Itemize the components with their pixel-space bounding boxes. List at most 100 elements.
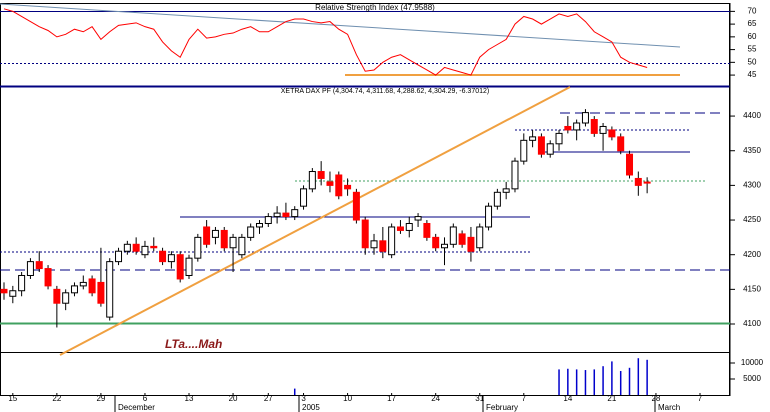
y-tick-label: 10000 bbox=[741, 358, 764, 367]
candle-body bbox=[352, 191, 360, 221]
candle-body bbox=[115, 250, 123, 263]
candle-body bbox=[264, 216, 272, 225]
volume-bar bbox=[602, 366, 604, 395]
candle-body bbox=[423, 223, 431, 238]
candle-body bbox=[44, 268, 52, 287]
candle-body bbox=[106, 261, 114, 318]
candle-body bbox=[176, 254, 184, 280]
candle-body bbox=[255, 223, 263, 228]
candle-body bbox=[317, 171, 325, 179]
candle-body bbox=[88, 278, 96, 294]
candle-body bbox=[185, 257, 193, 276]
candle-body bbox=[247, 226, 255, 238]
rsi-title: Relative Strength Index (47.9588) bbox=[315, 3, 435, 12]
candle-body bbox=[79, 281, 87, 287]
rsi-trendline bbox=[0, 3, 681, 48]
candle-body bbox=[326, 181, 334, 186]
candle-body bbox=[564, 125, 572, 131]
x-tick-label: 6 bbox=[143, 394, 148, 403]
y-tick-label: 4300 bbox=[743, 180, 761, 189]
candle-body bbox=[238, 236, 246, 256]
candle-body bbox=[502, 188, 510, 193]
x-tick-label: 17 bbox=[387, 394, 396, 403]
y-tick-label: 4150 bbox=[743, 284, 761, 293]
candle-body bbox=[396, 226, 404, 231]
candle-body bbox=[150, 245, 158, 249]
y-tick-label: 4100 bbox=[743, 319, 761, 328]
candle-body bbox=[617, 136, 625, 152]
x-tick-label: 20 bbox=[229, 394, 238, 403]
x-tick-label: 27 bbox=[264, 394, 273, 403]
candle-body bbox=[370, 240, 378, 249]
y-tick-label: 4250 bbox=[743, 215, 761, 224]
volume-bar bbox=[646, 359, 648, 395]
candle-body bbox=[476, 226, 484, 249]
candle-body bbox=[0, 288, 8, 294]
period-label: 2005 bbox=[302, 403, 320, 412]
candle-body bbox=[511, 160, 519, 190]
candle-body bbox=[229, 236, 237, 249]
period-label: March bbox=[658, 403, 680, 412]
period-label: December bbox=[118, 403, 155, 412]
volume-bar bbox=[628, 367, 631, 395]
candle-body bbox=[18, 274, 26, 292]
candle-body bbox=[441, 243, 448, 249]
x-tick-label: 15 bbox=[8, 394, 17, 403]
volume-bar bbox=[575, 369, 578, 395]
candle-body bbox=[97, 281, 105, 304]
candle-body bbox=[643, 181, 651, 184]
volume-bar bbox=[637, 358, 640, 395]
volume-bar bbox=[558, 369, 560, 395]
volume-bar bbox=[611, 361, 613, 395]
candle-body bbox=[379, 240, 387, 252]
candle-body bbox=[405, 223, 413, 231]
x-tick-label: 22 bbox=[52, 394, 61, 403]
y-tick-label: 45 bbox=[748, 70, 757, 79]
candle-body bbox=[361, 219, 369, 249]
candle-body bbox=[35, 261, 43, 270]
candle-body bbox=[123, 243, 131, 252]
candle-body bbox=[555, 132, 563, 145]
candle-body bbox=[282, 212, 290, 218]
candle-body bbox=[273, 212, 281, 218]
y-tick-label: 70 bbox=[748, 6, 757, 15]
candle-body bbox=[132, 243, 140, 252]
y-tick-label: 5000 bbox=[743, 374, 761, 383]
candle-body bbox=[529, 136, 537, 141]
annotation: LTa....Mah bbox=[165, 337, 222, 351]
x-tick-label: 28 bbox=[651, 394, 660, 403]
trendline bbox=[59, 86, 571, 356]
y-tick-label: 65 bbox=[748, 19, 757, 28]
candle-body bbox=[608, 129, 616, 138]
candle-body bbox=[167, 254, 175, 263]
candle-body bbox=[546, 143, 554, 155]
candle-body bbox=[467, 236, 475, 252]
candle-body bbox=[26, 261, 34, 276]
y-tick-label: 4200 bbox=[743, 250, 761, 259]
candle-body bbox=[344, 184, 352, 190]
candle-body bbox=[211, 229, 219, 238]
candle-body bbox=[493, 191, 501, 207]
candle-body bbox=[581, 112, 589, 124]
x-tick-label: 21 bbox=[607, 394, 616, 403]
candle-body bbox=[335, 174, 343, 197]
candle-body bbox=[573, 122, 581, 131]
candle-body bbox=[291, 209, 299, 218]
candle-body bbox=[626, 153, 634, 176]
frame bbox=[0, 3, 730, 396]
candle-body bbox=[220, 229, 228, 249]
x-tick-label: 7 bbox=[698, 394, 703, 403]
candle-body bbox=[520, 139, 528, 162]
candle-body bbox=[414, 216, 422, 221]
y-tick-label: 50 bbox=[748, 57, 757, 66]
candle-body bbox=[159, 250, 167, 263]
x-tick-label: 13 bbox=[185, 394, 194, 403]
volume-bar bbox=[619, 371, 622, 395]
x-tick-label: 3 bbox=[301, 394, 306, 403]
y-tick-label: 4350 bbox=[743, 146, 761, 155]
candle-body bbox=[141, 245, 149, 256]
volume-bar bbox=[584, 370, 587, 395]
volume-bar bbox=[293, 388, 296, 395]
